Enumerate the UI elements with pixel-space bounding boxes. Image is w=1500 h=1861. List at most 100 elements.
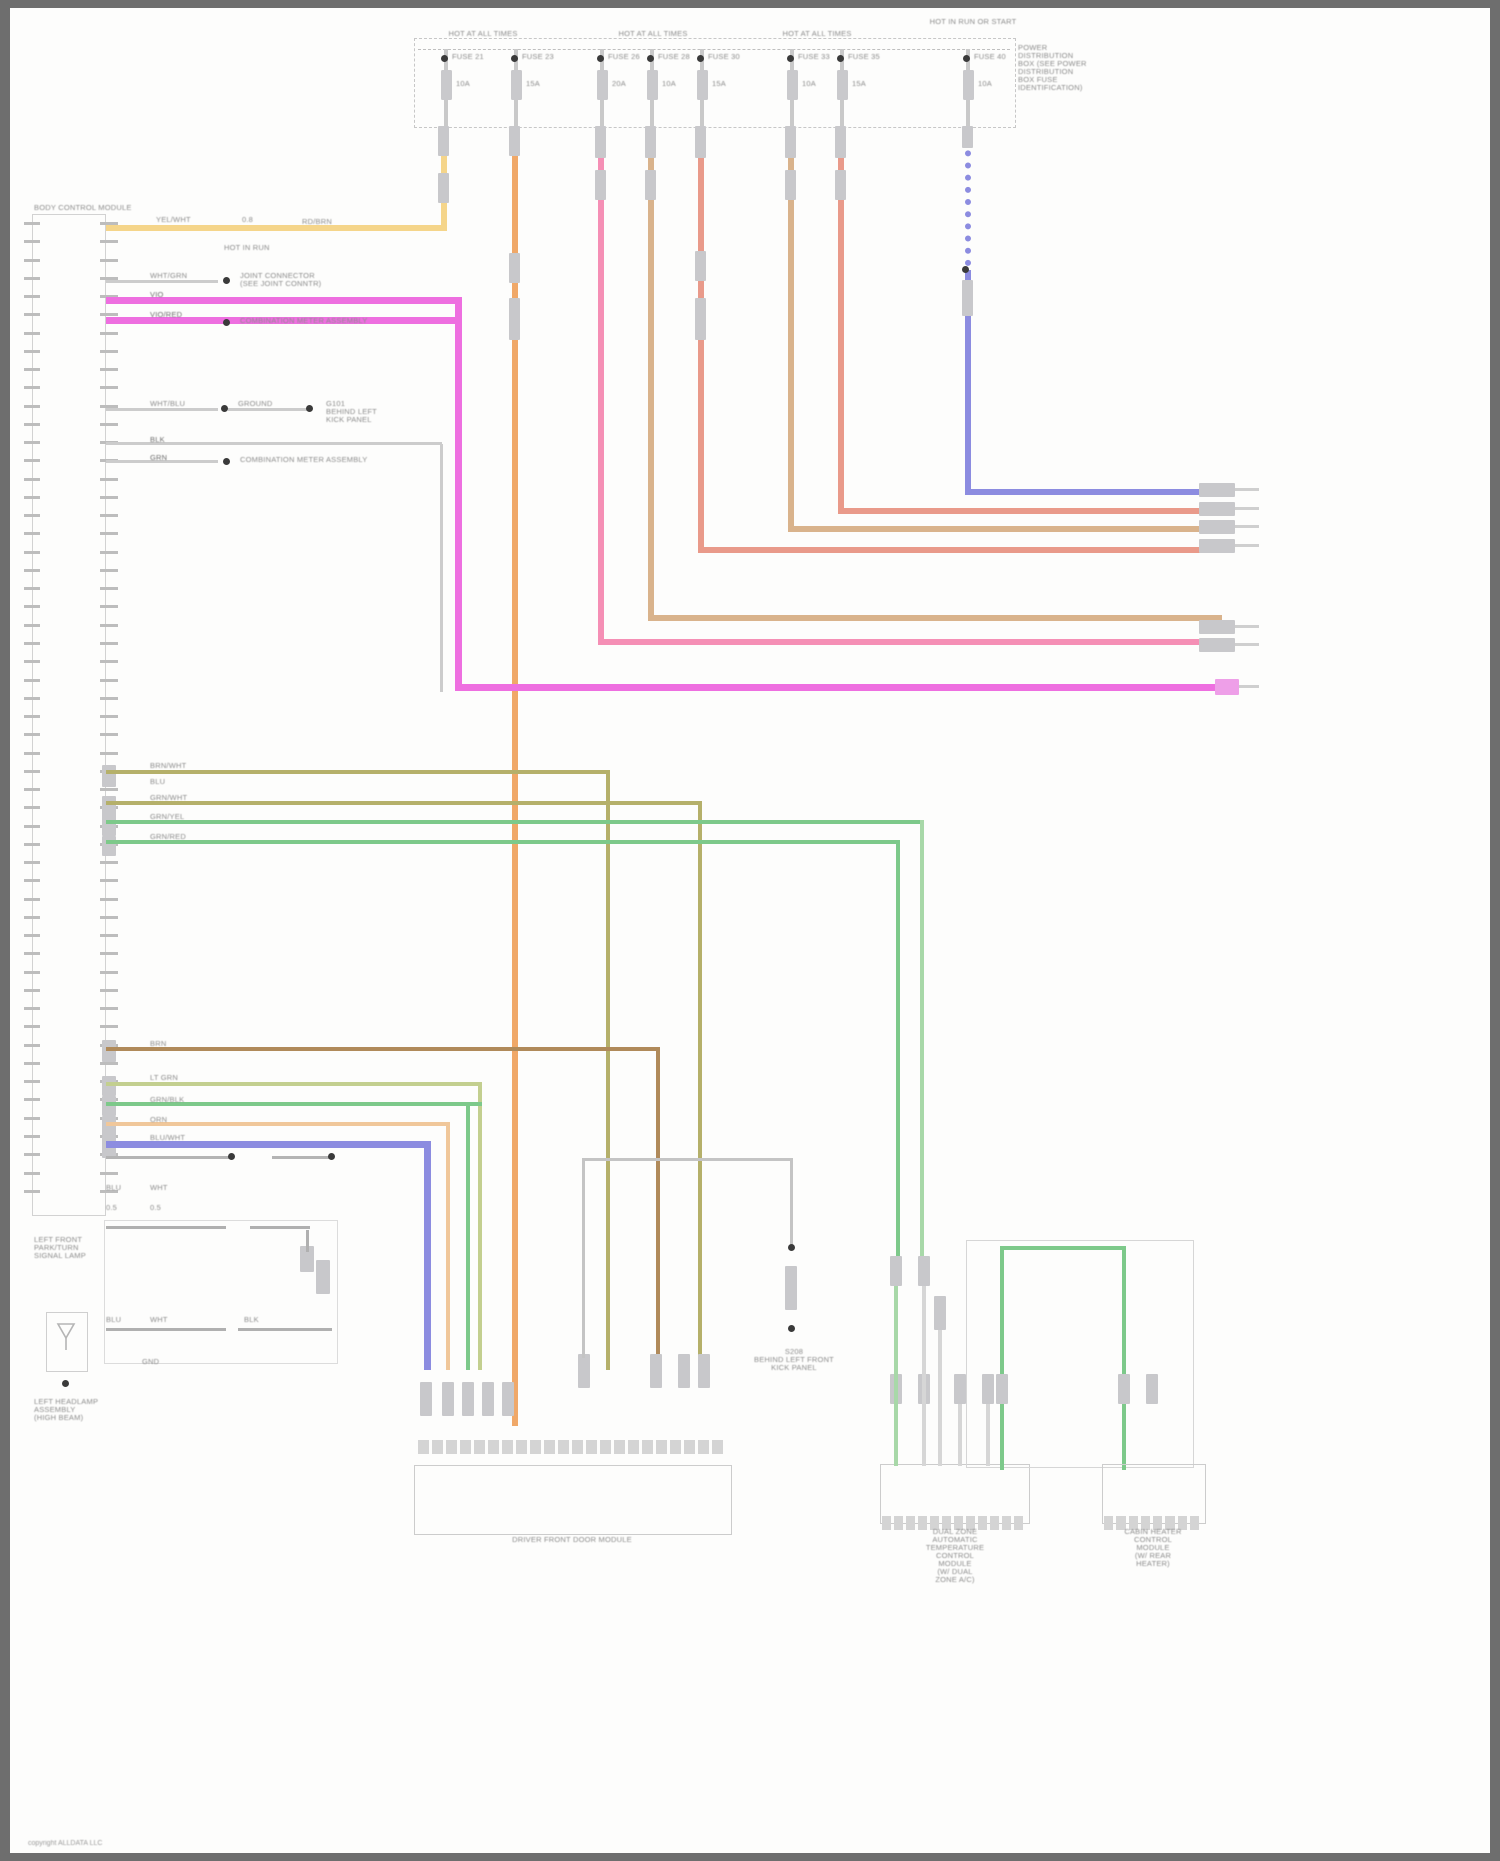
bcm-pin-right[interactable] [100, 313, 118, 317]
bcm-pin-right[interactable] [100, 422, 118, 426]
door-module-pin[interactable] [418, 1440, 429, 1454]
bcm-pin-left[interactable] [24, 441, 40, 445]
door-module-pin[interactable] [586, 1440, 597, 1454]
cabin-heater-pin[interactable] [1165, 1516, 1175, 1530]
door-module-pin[interactable] [628, 1440, 639, 1454]
right-connector-a-t3[interactable] [1199, 539, 1235, 553]
door-module-pin[interactable] [684, 1440, 695, 1454]
bcm-pin-right[interactable] [100, 696, 118, 700]
bcm-pin-left[interactable] [24, 1061, 40, 1065]
bcm-pin-right[interactable] [100, 495, 118, 499]
bcm-pin-left[interactable] [24, 1153, 40, 1157]
bcm-pin-right[interactable] [100, 897, 118, 901]
bcm-pin-right[interactable] [100, 751, 118, 755]
bcm-term-grnblk[interactable] [102, 1096, 116, 1116]
door-module-pin[interactable] [432, 1440, 443, 1454]
cabin-heater-term-2[interactable] [1118, 1374, 1130, 1404]
bcm-pin-left[interactable] [24, 660, 40, 664]
door-module-term-5[interactable] [502, 1382, 514, 1416]
bcm-pin-right[interactable] [100, 733, 118, 737]
bcm-pin-right[interactable] [100, 642, 118, 645]
dual-zone-term-7[interactable] [982, 1374, 994, 1404]
bcm-pin-right[interactable] [100, 222, 118, 225]
bcm-pin-left[interactable] [24, 879, 40, 883]
bcm-pin-left[interactable] [24, 952, 40, 956]
bcm-pin-left[interactable] [24, 258, 40, 262]
door-module-pin[interactable] [460, 1440, 471, 1454]
bcm-pin-right[interactable] [100, 678, 118, 682]
bcm-pin-left[interactable] [24, 605, 40, 609]
cabin-heater-pin[interactable] [1104, 1516, 1114, 1530]
door-module-pin[interactable] [698, 1440, 709, 1454]
bcm-pin-right[interactable] [100, 386, 118, 390]
bcm-pin-left[interactable] [24, 1171, 40, 1175]
bcm-pin-left[interactable] [24, 587, 40, 591]
bcm-pin-right[interactable] [100, 970, 118, 974]
bcm-pin-left[interactable] [24, 240, 40, 244]
bcm-pin-left[interactable] [24, 934, 40, 938]
bcm-pin-right[interactable] [100, 788, 118, 791]
bcm-pin-left[interactable] [24, 386, 40, 390]
right-connector-b-t0[interactable] [1199, 620, 1235, 634]
right-connector-a-t2[interactable] [1199, 520, 1235, 534]
bcm-pin-left[interactable] [24, 1116, 40, 1120]
dual-zone-pin[interactable] [918, 1516, 927, 1530]
bcm-pin-left[interactable] [24, 222, 40, 225]
bcm-term-green1[interactable] [102, 816, 116, 836]
cabin-heater-pin[interactable] [1140, 1516, 1151, 1530]
bcm-pin-left[interactable] [24, 276, 40, 280]
bcm-pin-right[interactable] [100, 1061, 118, 1065]
bcm-pin-left[interactable] [24, 988, 40, 992]
cabin-heater-term-3[interactable] [1146, 1374, 1158, 1404]
door-module-pin[interactable] [712, 1440, 723, 1454]
bcm-pin-left[interactable] [24, 349, 40, 353]
dual-zone-pin[interactable] [930, 1516, 939, 1530]
cabin-heater-pin[interactable] [1177, 1516, 1187, 1530]
bcm-pin-left[interactable] [24, 459, 40, 463]
bcm-pin-right[interactable] [100, 861, 118, 865]
door-module-term-9[interactable] [698, 1354, 710, 1388]
bcm-term-orange[interactable] [102, 1116, 116, 1136]
bcm-pin-right[interactable] [100, 715, 118, 718]
lamp-terminal-side[interactable] [316, 1260, 330, 1294]
bcm-pin-left[interactable] [24, 404, 40, 408]
door-module-pin[interactable] [656, 1440, 667, 1454]
door-module-term-2[interactable] [442, 1382, 454, 1416]
dual-zone-term-1[interactable] [890, 1256, 902, 1286]
center-ground-term[interactable] [785, 1266, 797, 1310]
bcm-pin-right[interactable] [100, 295, 118, 298]
dual-zone-pin[interactable] [966, 1516, 975, 1530]
dual-zone-pin[interactable] [954, 1516, 963, 1530]
bcm-term-ltgreen[interactable] [102, 1076, 116, 1096]
bcm-pin-left[interactable] [24, 550, 40, 554]
bcm-pin-left[interactable] [24, 1025, 40, 1029]
door-module-term-4[interactable] [482, 1382, 494, 1416]
dual-zone-pin[interactable] [942, 1516, 951, 1530]
bcm-pin-left[interactable] [24, 970, 40, 974]
door-module-term-8[interactable] [678, 1354, 690, 1388]
dual-zone-term-2[interactable] [918, 1256, 930, 1286]
bcm-pin-left[interactable] [24, 331, 40, 335]
bcm-pin-right[interactable] [100, 240, 118, 244]
bcm-pin-right[interactable] [100, 915, 118, 919]
door-module-term-1[interactable] [420, 1382, 432, 1416]
door-module-pin[interactable] [474, 1440, 485, 1454]
bcm-pin-left[interactable] [24, 751, 40, 755]
bcm-pin-right[interactable] [100, 368, 118, 372]
door-module-pin[interactable] [446, 1440, 457, 1454]
bcm-pin-left[interactable] [24, 477, 40, 481]
door-module-pin[interactable] [572, 1440, 583, 1454]
bcm-pin-right[interactable] [100, 660, 118, 664]
bcm-pin-left[interactable] [24, 514, 40, 518]
door-module-pin[interactable] [600, 1440, 611, 1454]
bcm-pin-left[interactable] [24, 1189, 40, 1193]
door-module-pin[interactable] [670, 1440, 681, 1454]
bcm-term-green2[interactable] [102, 836, 116, 856]
bcm-pin-left[interactable] [24, 842, 40, 846]
door-module-pin[interactable] [642, 1440, 653, 1454]
bcm-pin-right[interactable] [100, 988, 118, 992]
bcm-pin-left[interactable] [24, 313, 40, 317]
bcm-pin-left[interactable] [24, 495, 40, 499]
bcm-pin-right[interactable] [100, 1189, 118, 1193]
door-module-pin[interactable] [488, 1440, 499, 1454]
